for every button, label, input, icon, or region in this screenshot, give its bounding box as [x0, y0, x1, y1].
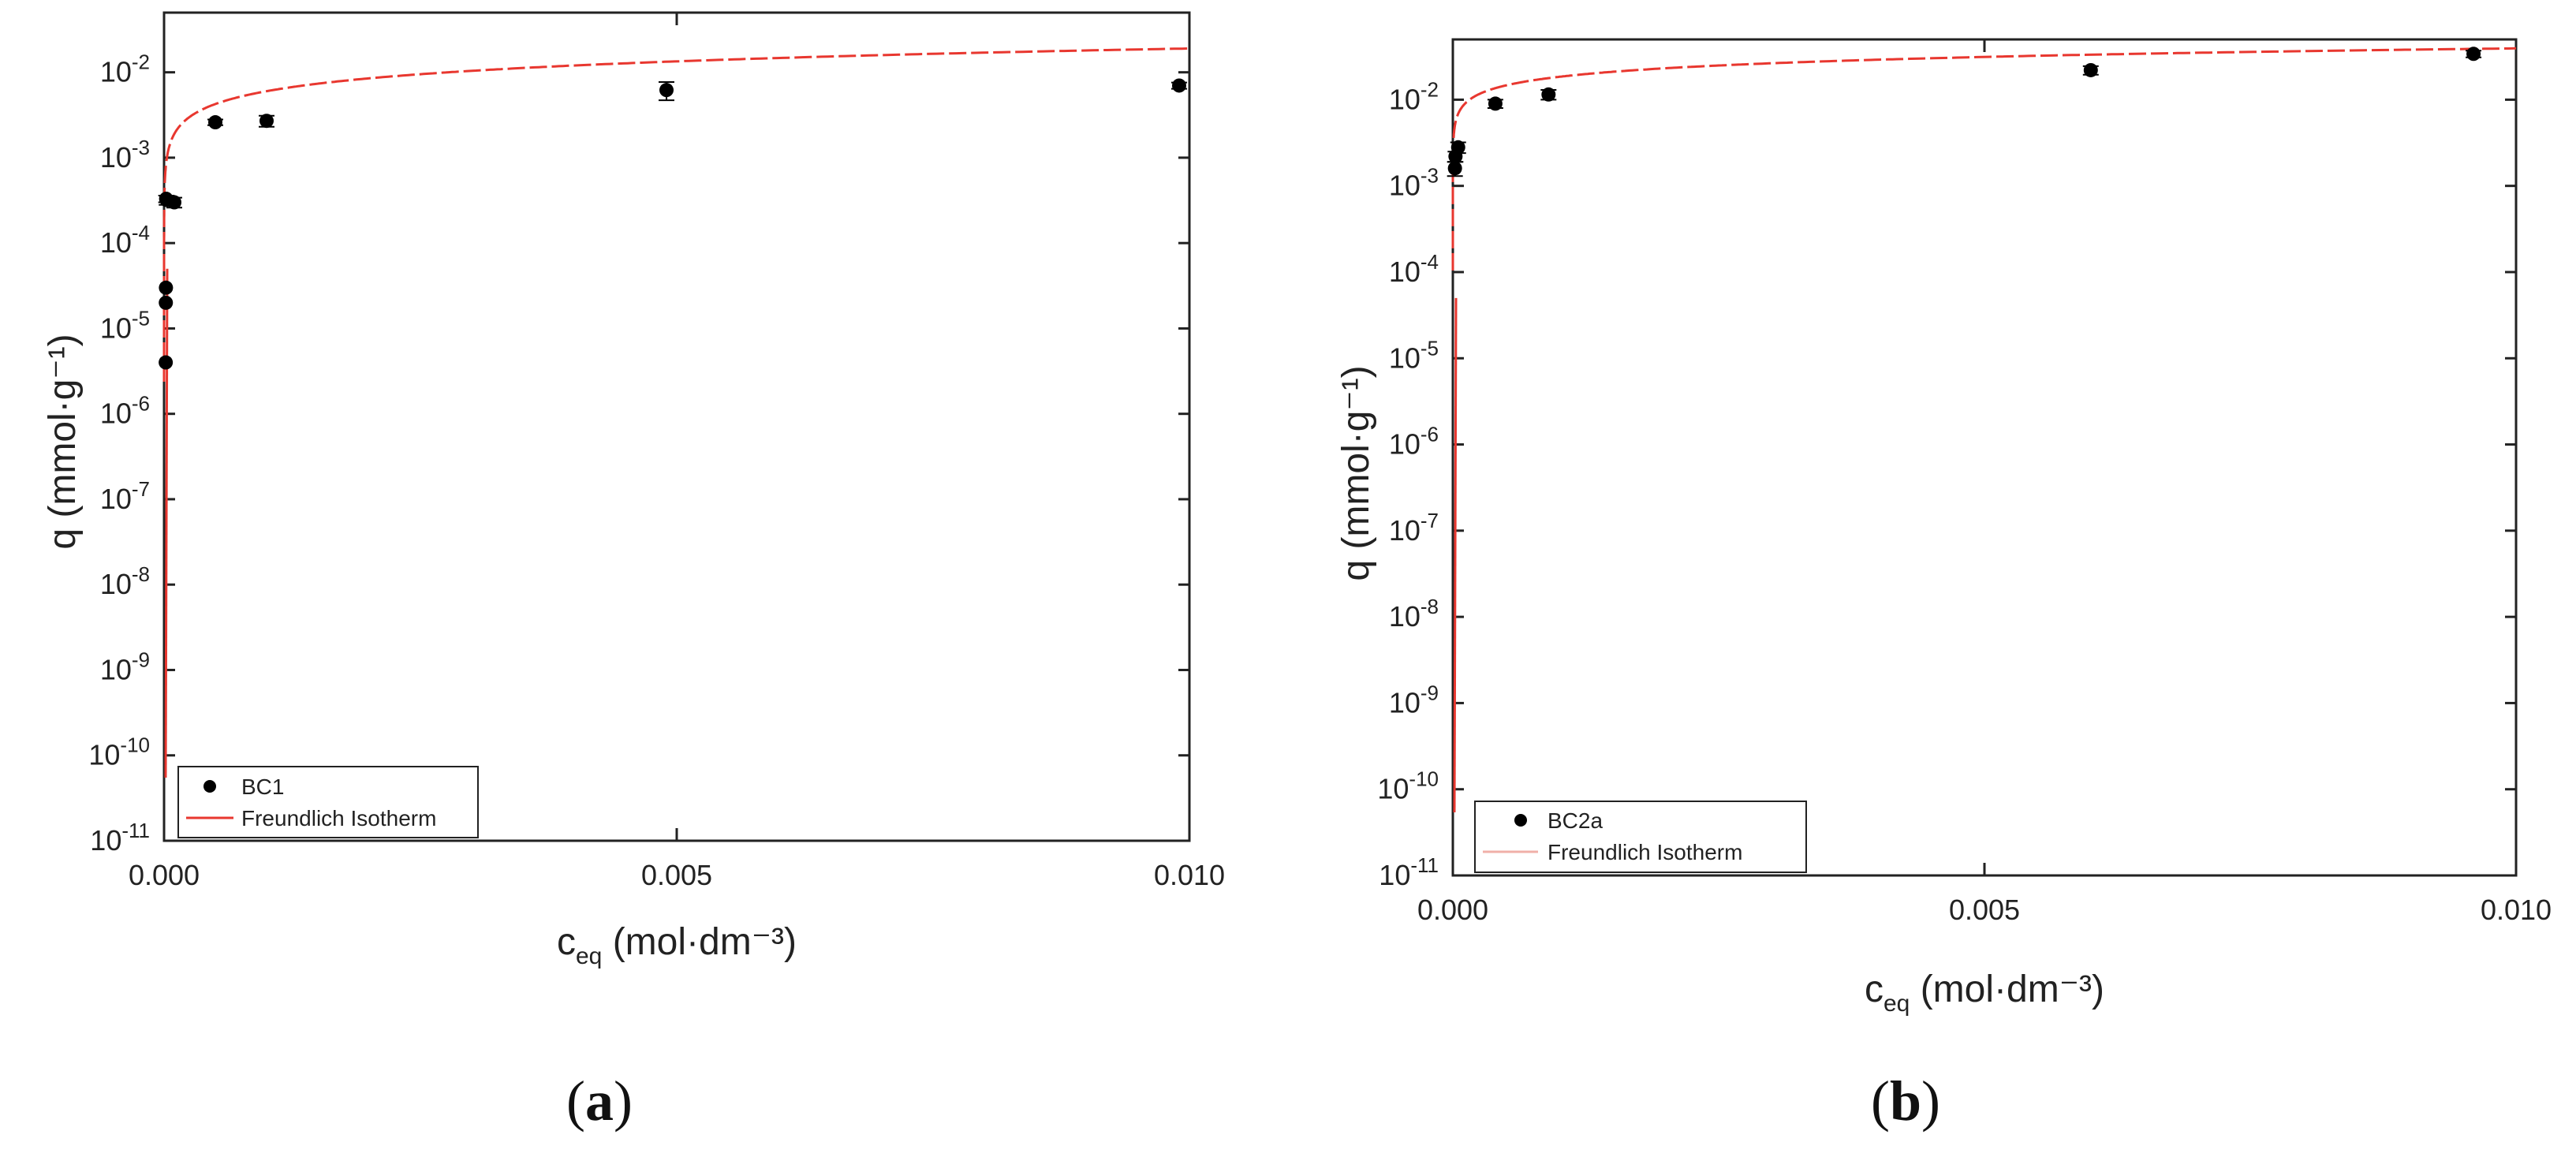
y-axis-title-b: q (mmol·g⁻¹): [1335, 365, 1377, 580]
data-point: [159, 295, 174, 310]
data-points-b: [1447, 47, 2482, 177]
x-tick-label: 0.005: [1949, 894, 2020, 926]
fit-curve-a: [162, 47, 1190, 778]
plot-frame-b: [1451, 38, 2518, 877]
data-point: [159, 355, 174, 370]
x-tick-label: 0.000: [1417, 894, 1488, 926]
y-tick-label: 10-10: [1377, 767, 1439, 805]
y-tick-label: 10-2: [100, 50, 150, 88]
y-tick-label: 10-11: [90, 819, 150, 857]
legend-label-bc2a: BC2a: [1547, 808, 1603, 833]
y-tick-label: 10-7: [1389, 509, 1439, 547]
data-point: [1172, 78, 1186, 93]
legend-label-fit-a: Freundlich Isotherm: [241, 806, 436, 830]
fit-line: [1451, 47, 2517, 271]
y-tick-label: 10-9: [100, 648, 150, 685]
data-point: [2466, 47, 2481, 62]
y-tick-label: 10-8: [100, 562, 150, 600]
y-tick-label: 10-7: [100, 477, 150, 515]
fit-curve-b: [1451, 47, 2517, 813]
y-tick-label: 10-3: [100, 136, 150, 174]
legend-marker-bc2a: [1514, 814, 1527, 827]
fit-line: [162, 47, 1190, 382]
data-point: [1447, 161, 1462, 176]
legend-label-bc1: BC1: [241, 774, 284, 799]
x-tick-label: 0.005: [641, 859, 712, 891]
data-point: [1541, 87, 1556, 102]
tick-marks-a: [162, 13, 1191, 842]
legend-b: BC2a Freundlich Isotherm: [1474, 801, 1807, 873]
data-point: [1488, 96, 1503, 111]
data-points-a: [158, 78, 1187, 370]
data-point: [659, 83, 674, 98]
y-tick-label: 10-6: [1389, 423, 1439, 461]
y-tick-label: 10-9: [1389, 681, 1439, 719]
data-point: [2083, 62, 2098, 77]
tick-marks-b: [1451, 39, 2518, 877]
legend-a: BC1 Freundlich Isotherm: [177, 766, 479, 838]
legend-marker-bc1: [203, 780, 216, 793]
y-tick-label: 10-5: [1389, 336, 1439, 374]
y-tick-label: 10-3: [1389, 164, 1439, 202]
x-tick-label: 0.010: [1154, 859, 1225, 891]
fit-line-rise: [1453, 297, 1458, 813]
y-tick-label: 10-10: [88, 733, 150, 771]
legend-label-fit-b: Freundlich Isotherm: [1547, 840, 1742, 864]
chart-panel-b: 10-11 10-10 10-9 10-8 10-7 10-6 10-5 10-4 10-3 10…: [1335, 38, 2552, 1133]
y-tick-label: 10-11: [1379, 853, 1439, 891]
data-point: [159, 280, 174, 295]
legend-box-b: [1474, 801, 1807, 873]
y-tick-label: 10-6: [100, 392, 150, 430]
y-tick-label: 10-4: [100, 221, 150, 259]
panel-label-b: (b): [1871, 1069, 1940, 1133]
y-tick-labels-a: 10-11 10-10 10-9 10-8 10-7 10-6 10-5 10-4 10-3 10…: [88, 50, 150, 857]
y-tick-label: 10-2: [1389, 77, 1439, 115]
data-point: [259, 114, 274, 129]
y-tick-labels-b: 10-11 10-10 10-9 10-8 10-7 10-6 10-5 10-4 10-3 10…: [1377, 77, 1439, 891]
fit-line-rise: [164, 268, 169, 778]
panel-label-a: (a): [566, 1069, 633, 1133]
chart-panel-a: 10-11 10-10 10-9 10-8 10-7 10-6 10-5 10-4 10-3 10…: [42, 11, 1225, 1133]
y-axis-title-a: q (mmol·g⁻¹): [42, 334, 84, 549]
data-point: [1450, 140, 1465, 155]
x-tick-labels-a: 0.000 0.005 0.010: [129, 859, 1225, 891]
y-tick-label: 10-8: [1389, 595, 1439, 633]
data-point: [208, 115, 222, 130]
plot-frame-a: [162, 11, 1191, 842]
data-point: [167, 195, 181, 210]
x-axis-title-b: ceq (mol·dm⁻³): [1865, 969, 2104, 1017]
y-tick-label: 10-5: [100, 306, 150, 344]
x-tick-label: 0.000: [129, 859, 200, 891]
x-tick-labels-b: 0.000 0.005 0.010: [1417, 894, 2552, 926]
x-tick-label: 0.010: [2481, 894, 2552, 926]
legend-box-a: [177, 766, 479, 838]
y-tick-label: 10-4: [1389, 250, 1439, 288]
x-axis-title-a: ceq (mol·dm⁻³): [557, 921, 797, 969]
